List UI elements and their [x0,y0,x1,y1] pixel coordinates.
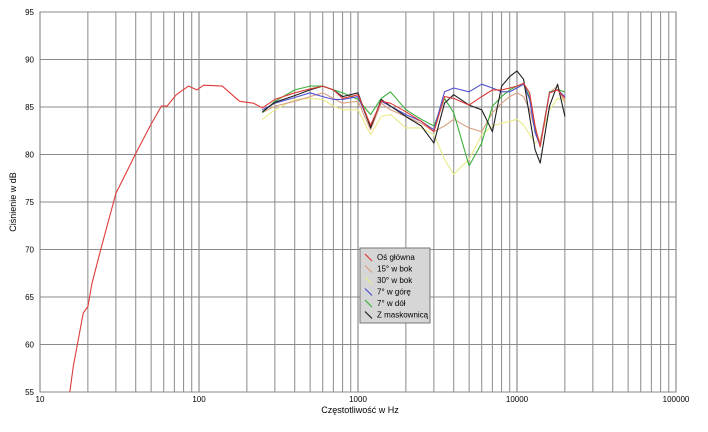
x-axis-label: Częstotliwość w Hz [321,405,399,415]
x-tick-label: 100 [192,395,206,404]
y-axis-label: Ciśnienie w dB [8,172,18,232]
legend-swatch [364,299,373,308]
y-tick-label: 65 [25,293,34,302]
legend-label: 7° w górę [377,288,411,297]
x-tick-label: 10000 [506,395,529,404]
y-tick-label: 75 [25,198,34,207]
legend-swatch [364,288,373,296]
x-tick-label: 100000 [663,395,690,404]
grid [39,11,677,393]
series-line-4 [261,83,566,167]
y-tick-label: 95 [25,8,34,17]
legend-label: 7° w dół [377,299,406,308]
x-tick-label: 1000 [349,395,367,404]
legend-label: 15° w bok [377,265,413,274]
legend-swatch [364,265,373,273]
y-axis-ticks: 55 60 65 70 75 80 85 90 95 [25,8,34,397]
legend-swatch [364,276,373,285]
legend-label: Z maskownicą [377,311,429,320]
y-tick-label: 60 [25,341,34,350]
y-tick-label: 55 [25,388,34,397]
y-tick-label: 80 [25,151,34,160]
legend-label: Oś główna [377,253,415,262]
series-lines [69,70,566,393]
legend: Oś główna 15° w bok 30° w bok 7° w górę 7° w… [359,247,431,324]
series-line-1 [262,85,566,144]
series-line-0 [69,82,566,393]
y-tick-label: 70 [25,246,34,255]
series-line-3 [262,83,566,147]
legend-label: 30° w bok [377,276,413,285]
series-line-2 [261,97,565,175]
x-tick-label: 10 [36,395,45,404]
legend-swatch [364,253,373,262]
x-axis-ticks: 10 100 1000 10000 100000 [36,395,690,404]
y-tick-label: 90 [25,56,34,65]
y-tick-label: 85 [25,103,34,112]
legend-swatch [364,311,373,319]
